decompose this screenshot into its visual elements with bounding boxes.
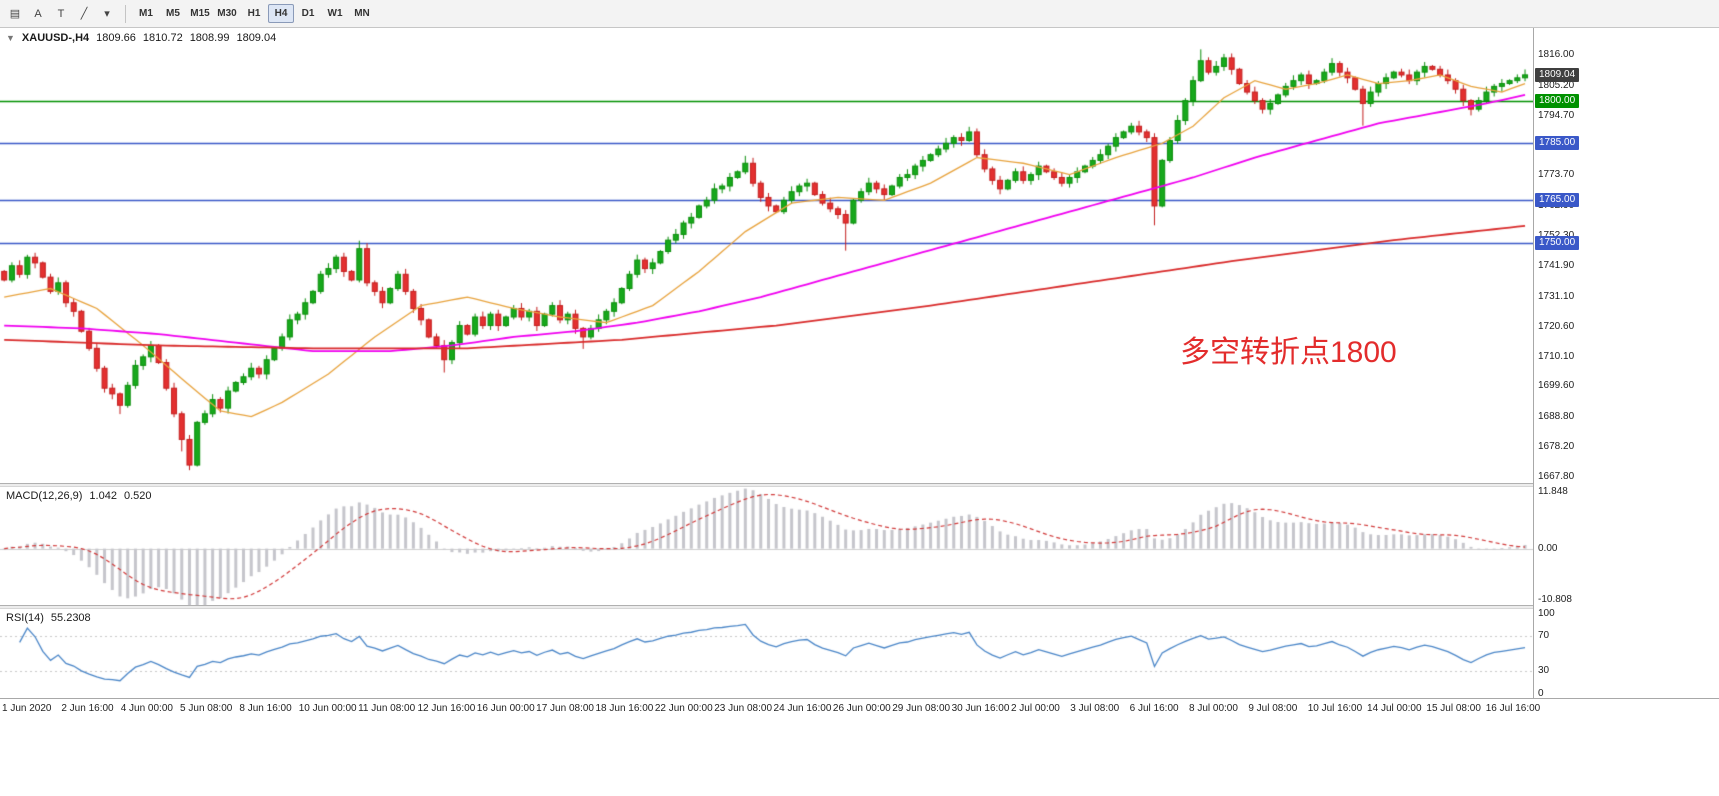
drawing-tools-group: ▤ A T ╱ ▾	[4, 4, 118, 24]
time-axis[interactable]: 1 Jun 2020 2 Jun 16:00 4 Jun 00:00 5 Jun 08…	[0, 698, 1719, 718]
timeframe-button-h4[interactable]: H4	[268, 4, 294, 23]
chart-window-icon[interactable]: ▤	[9, 8, 21, 20]
one-click-collapse-icon[interactable]: ▼	[6, 33, 15, 43]
text-t-icon[interactable]: T	[57, 7, 65, 20]
trendline-tool-icon[interactable]: ╱	[80, 8, 88, 20]
price-axis-label: 1678.20	[1538, 441, 1575, 453]
time-axis-label: 23 Jun 08:00	[714, 703, 773, 714]
time-axis-label: 2 Jun 16:00	[61, 703, 114, 714]
price-axis-label: 1667.80	[1538, 471, 1575, 483]
price-axis-label: 1741.90	[1538, 260, 1575, 272]
time-axis-label: 5 Jun 08:00	[180, 703, 233, 714]
macd-axis-label: 0.00	[1538, 542, 1558, 554]
time-axis-label: 24 Jun 16:00	[773, 703, 832, 714]
ohlc-close: 1809.04	[236, 32, 277, 44]
time-axis-label: 9 Jul 08:00	[1248, 703, 1298, 714]
price-axis-label: 1699.60	[1538, 380, 1575, 392]
time-axis-label: 22 Jun 00:00	[654, 703, 713, 714]
price-axis-label: 1710.10	[1538, 350, 1575, 362]
price-axis-label: 1794.70	[1538, 109, 1575, 121]
macd-axis-label: -10.808	[1538, 594, 1572, 606]
time-axis-label: 18 Jun 16:00	[595, 703, 654, 714]
top-toolbar: ▤ A T ╱ ▾ M1 M5 M15 M30 H1 H4 D1 W1 MN	[0, 0, 1719, 28]
time-axis-label: 16 Jul 16:00	[1485, 703, 1541, 714]
timeframe-group: M1 M5 M15 M30 H1 H4 D1 W1 MN	[133, 4, 375, 23]
macd-canvas[interactable]	[0, 487, 1533, 605]
price-axis-label: 1773.70	[1538, 169, 1575, 181]
price-axis-label: 1816.00	[1538, 49, 1575, 61]
timeframe-button-mn[interactable]: MN	[354, 8, 370, 19]
time-axis-label: 16 Jun 00:00	[476, 703, 535, 714]
price-axis-label: 1688.80	[1538, 411, 1575, 423]
time-axis-label: 29 Jun 08:00	[892, 703, 951, 714]
time-axis-label: 10 Jul 16:00	[1307, 703, 1363, 714]
price-axis-label: 1731.10	[1538, 290, 1575, 302]
price-chart-panel[interactable]: ▼ XAUUSD-,H4 1809.66 1810.72 1808.99 180…	[0, 28, 1533, 483]
time-axis-label: 14 Jul 00:00	[1367, 703, 1422, 714]
ohlc-high: 1810.72	[142, 32, 183, 44]
time-axis-label: 10 Jun 00:00	[298, 703, 357, 714]
time-axis-label: 2 Jul 00:00	[1010, 703, 1060, 714]
price-axis-label: 1752.30	[1538, 230, 1574, 241]
timeframe-button-m5[interactable]: M5	[166, 8, 180, 19]
time-axis-label: 4 Jun 00:00	[120, 703, 173, 714]
time-axis-label: 17 Jun 08:00	[536, 703, 594, 714]
panel-separator[interactable]	[0, 605, 1533, 609]
time-axis-label: 12 Jun 16:00	[417, 703, 476, 714]
price-axis-label: 1805.20	[1538, 79, 1575, 91]
time-axis-label: 15 Jul 08:00	[1426, 703, 1481, 714]
macd-name: MACD(12,26,9)	[6, 490, 83, 502]
macd-label: MACD(12,26,9) 1.042 0.520	[6, 490, 151, 502]
rsi-axis-label: 100	[1538, 608, 1555, 619]
bottom-blank-area	[0, 718, 1719, 796]
rsi-name: RSI(14)	[6, 612, 44, 624]
hline-price-badge: 1765.00	[1535, 193, 1580, 208]
rsi-canvas[interactable]	[0, 609, 1533, 698]
current-price-badge: 1809.04	[1535, 67, 1580, 82]
ohlc-open: 1809.66	[96, 32, 136, 44]
time-axis-label: 6 Jul 16:00	[1129, 703, 1179, 714]
macd-indicator-panel[interactable]: MACD(12,26,9) 1.042 0.520	[0, 487, 1533, 605]
ohlc-low: 1808.99	[189, 32, 230, 44]
macd-value-signal: 0.520	[123, 490, 152, 502]
timeframe-button-h1[interactable]: H1	[247, 8, 261, 19]
chart-text-annotation[interactable]: 多空转折点1800	[1180, 336, 1397, 369]
symbol-info-bar: ▼ XAUUSD-,H4 1809.66 1810.72 1808.99 180…	[6, 32, 276, 44]
plots-column: ▼ XAUUSD-,H4 1809.66 1810.72 1808.99 180…	[0, 28, 1534, 698]
text-a-icon[interactable]: A	[34, 7, 42, 20]
timeframe-button-m1[interactable]: M1	[139, 8, 153, 19]
rsi-label: RSI(14) 55.2308	[6, 612, 91, 624]
time-axis-label: 8 Jul 00:00	[1189, 703, 1238, 714]
rsi-axis-label: 70	[1538, 629, 1550, 641]
dropdown-arrow-icon[interactable]: ▾	[104, 8, 110, 20]
timeframe-button-d1[interactable]: D1	[301, 8, 315, 19]
price-axis[interactable]: 1816.001805.201794.701773.701762.901752.…	[1535, 28, 1719, 718]
timeframe-button-m30[interactable]: M30	[217, 8, 237, 19]
rsi-axis-label: 30	[1538, 665, 1550, 677]
rsi-indicator-panel[interactable]: RSI(14) 55.2308	[0, 609, 1533, 698]
rsi-value: 55.2308	[50, 612, 91, 624]
time-axis-label: 30 Jun 16:00	[951, 703, 1010, 714]
hline-price-badge: 1785.00	[1535, 136, 1580, 151]
time-axis-label: 1 Jun 2020	[2, 703, 52, 714]
hline-price-badge: 1750.00	[1535, 235, 1580, 250]
price-chart-canvas[interactable]	[0, 28, 1533, 483]
time-axis-label: 3 Jul 08:00	[1070, 703, 1120, 714]
timeframe-button-m15[interactable]: M15	[190, 8, 210, 19]
symbol-timeframe-label: XAUUSD-,H4	[21, 32, 90, 44]
time-axis-label: 26 Jun 00:00	[832, 703, 891, 714]
time-axis-label: 8 Jun 16:00	[239, 703, 292, 714]
price-axis-label: 1720.60	[1538, 320, 1575, 332]
timeframe-button-w1[interactable]: W1	[327, 8, 343, 19]
toolbar-separator	[125, 4, 126, 23]
chart-content: ▼ XAUUSD-,H4 1809.66 1810.72 1808.99 180…	[0, 28, 1719, 796]
macd-value-main: 1.042	[89, 490, 117, 502]
hline-price-badge: 1800.00	[1535, 93, 1580, 108]
macd-axis-label: 11.848	[1538, 486, 1568, 498]
time-axis-label: 11 Jun 08:00	[358, 703, 416, 714]
rsi-axis-label: 0	[1538, 688, 1544, 699]
panel-separator[interactable]	[0, 483, 1533, 487]
